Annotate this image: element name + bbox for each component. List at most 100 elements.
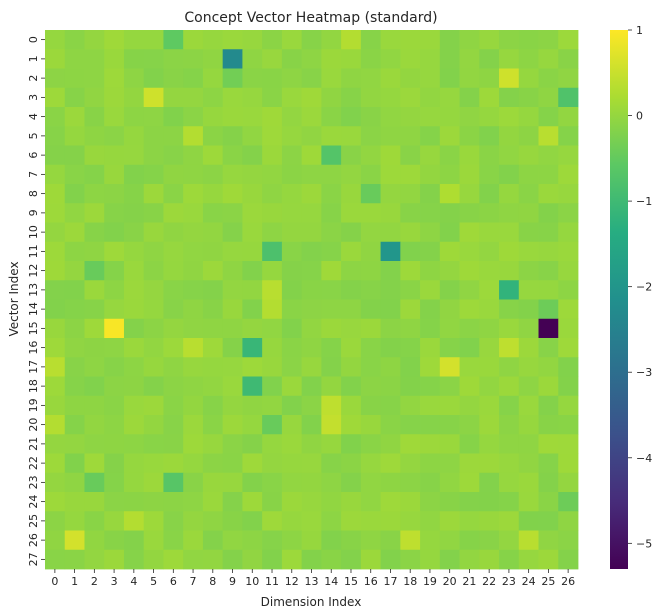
heatmap-cell <box>558 49 579 69</box>
heatmap-cell <box>84 126 105 146</box>
heatmap-cell <box>360 434 381 454</box>
heatmap-cell <box>538 222 559 243</box>
heatmap-cell <box>163 395 184 416</box>
heatmap-cell <box>262 415 283 435</box>
heatmap-cell <box>420 492 441 512</box>
heatmap-cell <box>281 222 303 243</box>
heatmap-cell <box>202 49 224 69</box>
heatmap-cell <box>321 241 342 262</box>
heatmap-cell <box>341 472 362 493</box>
heatmap-cell <box>143 472 164 493</box>
y-tick-label: 0 <box>27 36 40 43</box>
heatmap-cell <box>301 492 322 512</box>
heatmap-cell <box>301 280 322 300</box>
heatmap-cell <box>123 30 145 50</box>
heatmap-cell <box>222 549 243 570</box>
heatmap-cell <box>123 241 145 262</box>
heatmap-cell <box>163 299 184 320</box>
heatmap-cell <box>281 241 303 262</box>
y-tick-label: 22 <box>27 456 40 470</box>
heatmap-cell <box>183 49 204 69</box>
x-tick-label: 4 <box>130 575 137 588</box>
heatmap-cell <box>459 203 480 223</box>
heatmap-cell <box>341 87 362 108</box>
heatmap-cell <box>222 395 243 416</box>
heatmap-cell <box>341 145 362 166</box>
heatmap-cell <box>360 30 381 50</box>
y-tick-label: 23 <box>27 475 40 489</box>
heatmap-cell <box>64 261 85 281</box>
heatmap-cell <box>380 107 401 127</box>
heatmap-cell <box>479 107 500 127</box>
heatmap-cell <box>202 434 224 454</box>
heatmap-cell <box>479 30 500 50</box>
heatmap-cell <box>143 492 164 512</box>
heatmap-cell <box>262 472 283 493</box>
heatmap-cell <box>163 511 184 531</box>
heatmap-cell <box>518 549 539 570</box>
heatmap-cell <box>262 30 283 50</box>
heatmap-cell <box>183 222 204 243</box>
heatmap-cell <box>321 453 342 474</box>
heatmap-cell <box>242 126 263 146</box>
colorbar-tick-label: −4 <box>636 452 652 465</box>
heatmap-cell <box>202 376 224 397</box>
heatmap-cell <box>262 376 283 397</box>
heatmap-cell <box>281 30 303 50</box>
heatmap-cell <box>45 30 66 50</box>
heatmap-cell <box>183 395 204 416</box>
heatmap-cell <box>499 280 520 300</box>
heatmap-cell <box>420 453 441 474</box>
heatmap-cell <box>499 492 520 512</box>
heatmap-cell <box>439 453 460 474</box>
heatmap-cell <box>459 164 480 185</box>
heatmap-cell <box>341 530 362 551</box>
heatmap-cell <box>538 472 559 493</box>
heatmap-cell <box>163 241 184 262</box>
heatmap-cell <box>558 318 579 339</box>
heatmap-cell <box>123 126 145 146</box>
heatmap-cell <box>262 395 283 416</box>
heatmap-cell <box>420 30 441 50</box>
heatmap-cell <box>222 184 243 204</box>
heatmap-cell <box>380 299 401 320</box>
heatmap-cell <box>123 318 145 339</box>
heatmap-cell <box>499 376 520 397</box>
heatmap-cell <box>380 376 401 397</box>
heatmap-cell <box>242 530 263 551</box>
heatmap-cell <box>222 434 243 454</box>
heatmap-cell <box>499 164 520 185</box>
heatmap-cell <box>301 107 322 127</box>
heatmap-cell <box>202 299 224 320</box>
heatmap-cell <box>420 415 441 435</box>
heatmap-cell <box>420 530 441 551</box>
heatmap-cell <box>163 222 184 243</box>
heatmap-cell <box>163 530 184 551</box>
heatmap-cell <box>301 126 322 146</box>
heatmap-cell <box>222 453 243 474</box>
y-tick-label: 1 <box>27 55 40 62</box>
heatmap-cell <box>459 126 480 146</box>
heatmap-cell <box>45 126 66 146</box>
heatmap-cell <box>163 261 184 281</box>
heatmap-cell <box>538 126 559 146</box>
heatmap-cell <box>360 376 381 397</box>
heatmap-cell <box>439 434 460 454</box>
heatmap-cell <box>104 222 125 243</box>
heatmap-cell <box>281 145 303 166</box>
heatmap-cell <box>222 357 243 377</box>
heatmap-cell <box>380 261 401 281</box>
heatmap-cell <box>45 280 66 300</box>
heatmap-cell <box>558 415 579 435</box>
heatmap-cell <box>163 357 184 377</box>
heatmap-cell <box>143 30 164 50</box>
heatmap-cell <box>123 203 145 223</box>
heatmap-cell <box>360 145 381 166</box>
heatmap-cell <box>222 299 243 320</box>
x-tick-label: 11 <box>265 575 279 588</box>
heatmap-cell <box>360 549 381 570</box>
heatmap-cell <box>380 415 401 435</box>
heatmap-cell <box>459 492 480 512</box>
heatmap-cell <box>400 184 421 204</box>
heatmap-cell <box>183 511 204 531</box>
